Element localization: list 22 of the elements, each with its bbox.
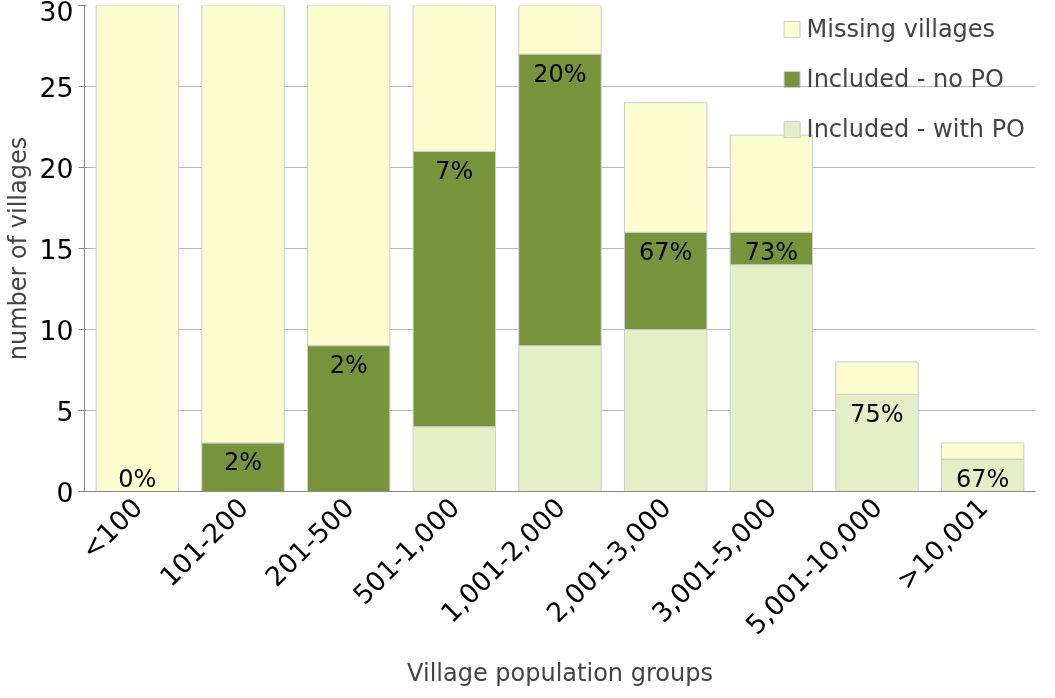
y-tick-label: 5 <box>56 395 74 427</box>
bar <box>95 5 180 492</box>
y-tick-label: 0 <box>56 476 74 508</box>
annotation: 75% <box>850 399 904 428</box>
annotation: 73% <box>744 237 799 266</box>
annotation: 2% <box>223 448 263 477</box>
y-axis-title: number of villages <box>3 136 32 361</box>
y-tick-label: 15 <box>39 233 74 265</box>
y-tick-label: 25 <box>39 71 74 103</box>
legend-label: Included - with PO <box>806 115 1025 143</box>
x-axis-title: Village population groups <box>407 659 713 688</box>
y-tick-label: 20 <box>39 152 74 184</box>
annotation: 20% <box>533 59 587 88</box>
annotation: 7% <box>435 156 474 185</box>
annotation: 67% <box>955 464 1010 493</box>
legend-label: Included - no PO <box>806 65 1004 93</box>
annotation: 67% <box>638 237 693 266</box>
annotation: 0% <box>118 464 157 493</box>
legend-label: Missing villages <box>806 15 996 43</box>
annotation: 2% <box>329 351 368 380</box>
y-tick-label: 10 <box>39 314 74 346</box>
y-tick-label: 30 <box>39 0 74 27</box>
